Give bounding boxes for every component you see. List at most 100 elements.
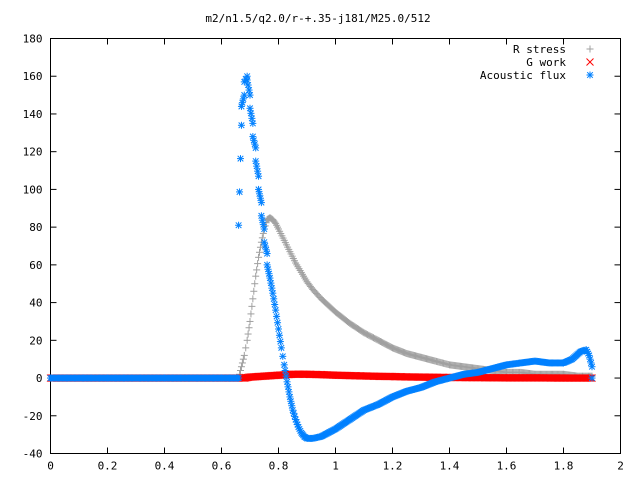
data-point bbox=[285, 388, 293, 396]
data-point bbox=[246, 317, 254, 325]
data-point bbox=[281, 367, 289, 374]
x-tick-label: 0.8 bbox=[269, 460, 289, 473]
x-tick-label: 0.6 bbox=[212, 460, 232, 473]
data-point bbox=[266, 274, 274, 282]
data-point bbox=[276, 338, 284, 346]
legend-label: G work bbox=[526, 56, 566, 69]
data-point bbox=[275, 325, 282, 333]
x-tick-label: 0.2 bbox=[98, 460, 118, 473]
y-tick-label: 60 bbox=[29, 259, 42, 272]
data-point bbox=[248, 302, 256, 310]
data-point bbox=[277, 344, 285, 352]
data-point bbox=[252, 157, 260, 165]
data-point bbox=[256, 248, 263, 256]
y-tick-label: -20 bbox=[23, 410, 43, 423]
data-point bbox=[250, 287, 258, 295]
y-tick-label: 80 bbox=[29, 221, 42, 234]
y-tick-label: 120 bbox=[23, 146, 43, 159]
data-point bbox=[255, 253, 263, 261]
legend-marker bbox=[586, 45, 594, 53]
legend-marker bbox=[586, 58, 594, 66]
data-marks bbox=[46, 72, 596, 442]
x-tick-label: 1.6 bbox=[497, 460, 517, 473]
data-point bbox=[271, 300, 279, 308]
data-point bbox=[237, 367, 244, 374]
data-point bbox=[237, 121, 245, 129]
y-tick-label: 180 bbox=[23, 33, 43, 46]
data-point bbox=[261, 242, 269, 250]
data-point bbox=[254, 260, 262, 268]
x-tick-label: 1.8 bbox=[554, 460, 574, 473]
y-tick-label: 40 bbox=[29, 297, 42, 310]
data-point bbox=[249, 295, 257, 303]
data-point bbox=[249, 119, 257, 127]
y-tick-label: 100 bbox=[23, 183, 43, 196]
data-point bbox=[283, 378, 291, 386]
legend-label: R stress bbox=[513, 43, 566, 56]
x-tick-label: 1.4 bbox=[440, 460, 460, 473]
data-point bbox=[253, 162, 261, 170]
data-point bbox=[243, 76, 251, 84]
x-tick-label: 1 bbox=[332, 460, 339, 473]
data-point bbox=[239, 355, 247, 363]
data-point bbox=[588, 363, 596, 371]
data-point bbox=[272, 306, 280, 314]
data-point bbox=[284, 383, 292, 391]
series-r-stress bbox=[47, 214, 596, 382]
data-point bbox=[246, 104, 254, 112]
data-point bbox=[246, 91, 254, 99]
data-point bbox=[274, 319, 282, 327]
data-point bbox=[265, 270, 273, 278]
data-point bbox=[242, 344, 250, 352]
data-point bbox=[247, 310, 255, 318]
data-point bbox=[273, 312, 281, 320]
data-point bbox=[259, 229, 267, 237]
data-point bbox=[263, 250, 271, 258]
data-point bbox=[256, 243, 264, 251]
x-tick-label: 0.4 bbox=[155, 460, 175, 473]
data-point bbox=[588, 374, 596, 382]
data-point bbox=[252, 272, 260, 280]
data-point bbox=[237, 363, 245, 371]
data-point bbox=[269, 289, 277, 297]
data-point bbox=[244, 81, 252, 89]
data-point bbox=[238, 359, 246, 367]
plot-frame bbox=[50, 38, 621, 454]
x-tick-label: 0 bbox=[47, 460, 54, 473]
data-point bbox=[237, 102, 245, 110]
axis-ticks: 0 0.2 0.4 0.6 0.8 1 1.2 1.4 1.6 1.8 2 -40 -20 0 20 40 60… bbox=[23, 33, 624, 473]
x-tick-label: 1.2 bbox=[383, 460, 403, 473]
data-point bbox=[282, 372, 290, 380]
data-point bbox=[240, 91, 248, 99]
data-point bbox=[247, 109, 255, 117]
data-point bbox=[237, 155, 244, 163]
data-point bbox=[235, 374, 243, 382]
data-point bbox=[235, 221, 243, 229]
data-point bbox=[255, 172, 263, 180]
y-tick-label: 20 bbox=[29, 334, 42, 347]
data-point bbox=[245, 324, 253, 332]
y-tick-label: -40 bbox=[23, 448, 43, 461]
data-point bbox=[252, 144, 260, 152]
data-point bbox=[244, 330, 252, 338]
x-tick-label: 2 bbox=[617, 460, 624, 473]
data-point bbox=[270, 295, 278, 303]
data-point bbox=[262, 246, 270, 254]
data-point bbox=[268, 284, 276, 292]
data-point bbox=[243, 336, 251, 344]
legend-label: Acoustic flux bbox=[480, 69, 566, 82]
data-point bbox=[248, 114, 256, 122]
legend-marker bbox=[586, 71, 594, 79]
data-point bbox=[253, 266, 261, 274]
data-point bbox=[240, 351, 248, 359]
data-point bbox=[275, 331, 283, 339]
y-tick-label: 160 bbox=[23, 70, 43, 83]
data-point bbox=[286, 393, 294, 401]
y-tick-label: 0 bbox=[36, 372, 43, 385]
data-point bbox=[236, 188, 244, 196]
y-tick-label: 140 bbox=[23, 108, 43, 121]
data-point bbox=[245, 86, 253, 94]
data-point bbox=[254, 167, 262, 175]
